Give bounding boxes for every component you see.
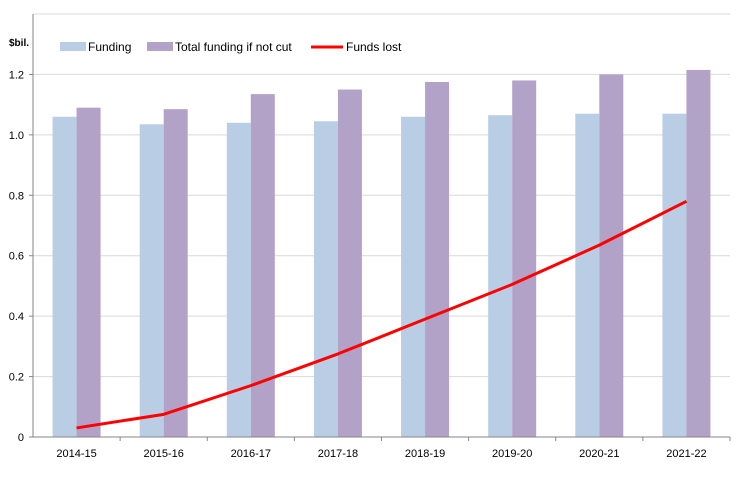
bar-total-funding-if-not-cut-2014-15 [76,107,101,438]
y-tick-label: 0 [18,432,24,444]
legend-swatch-funding [60,42,86,51]
bar-funding-2019-20 [488,115,513,437]
x-tick-label: 2014-15 [56,448,96,460]
legend-swatch-total-funding [147,42,173,51]
legend-label-funding: Funding [88,40,131,54]
bar-funding-2017-18 [313,121,338,437]
x-tick-label: 2015-16 [144,448,184,460]
bar-total-funding-if-not-cut-2019-20 [512,80,537,437]
x-tick-label: 2017-18 [318,448,358,460]
funds-lost-line [76,199,688,430]
funds-lost-line-layer [76,199,688,430]
y-tick-label: 1.2 [9,69,24,81]
legend: Funding Total funding if not cut Funds l… [60,40,402,54]
axes [32,14,730,438]
y-tick-label: 1.0 [9,130,24,142]
bar-total-funding-if-not-cut-2017-18 [337,89,362,438]
x-tick-label: 2016-17 [231,448,271,460]
bar-total-funding-if-not-cut-2015-16 [163,109,188,438]
y-tick-label: 0.6 [9,251,24,263]
bar-funding-2021-22 [662,113,687,437]
legend-label-total-funding: Total funding if not cut [175,40,292,54]
legend-label-funds-lost: Funds lost [346,40,402,54]
x-tick-label: 2018-19 [405,448,445,460]
bar-funding-2020-21 [575,113,600,437]
bar-total-funding-if-not-cut-2021-22 [686,69,711,438]
bar-funding-2016-17 [226,122,251,438]
y-tick-label: 0.8 [9,190,24,202]
bar-funding-2015-16 [139,124,164,438]
y-axis-label: $bil. [9,38,29,49]
gridlines [33,13,730,378]
y-tick-label: 0.2 [9,372,24,384]
bar-total-funding-if-not-cut-2018-19 [425,81,450,437]
bar-total-funding-if-not-cut-2020-21 [599,74,624,437]
bar-funding-2018-19 [401,116,426,437]
y-tick-labels: 0 0.2 0.4 0.6 0.8 1.0 1.2 [9,69,33,444]
x-tick-labels: 2014-15 2015-16 2016-17 2017-18 2018-19 2019-… [56,437,731,460]
x-tick-label: 2021-22 [666,448,706,460]
bars [52,69,711,438]
y-tick-label: 0.4 [9,311,24,323]
bar-funding-2014-15 [52,116,77,437]
x-tick-label: 2020-21 [579,448,619,460]
x-tick-label: 2019-20 [492,448,532,460]
